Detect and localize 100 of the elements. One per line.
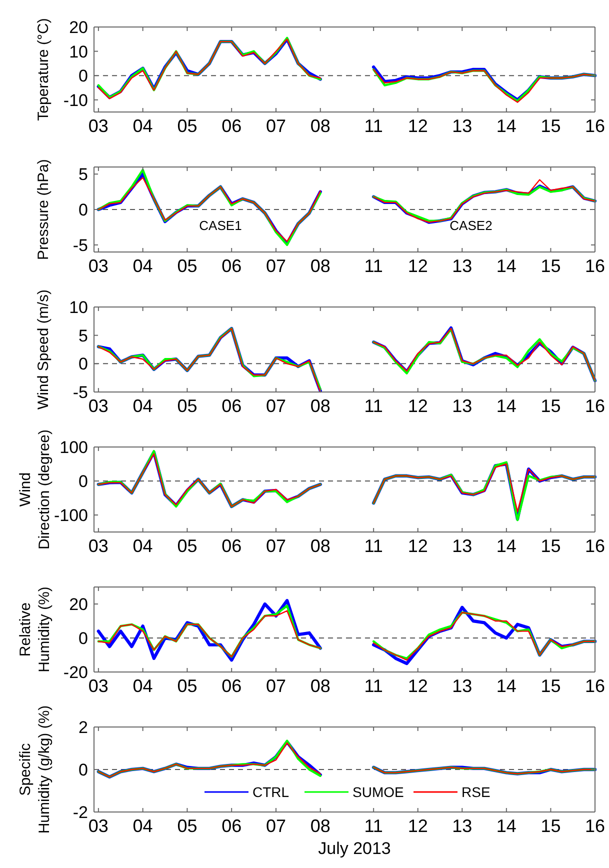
- x-tick-label: 14: [496, 116, 516, 136]
- y-tick-label: -10: [63, 90, 88, 110]
- x-tick-label: 12: [408, 816, 428, 836]
- x-tick-label: 15: [540, 396, 561, 416]
- annotation: CASE1: [199, 218, 242, 233]
- x-tick-label: 06: [222, 536, 242, 556]
- x-tick-label: 15: [540, 116, 561, 136]
- y-tick-label: 20: [69, 595, 88, 614]
- y-tick-label: -5: [72, 236, 88, 255]
- x-tick-label: 16: [584, 256, 606, 276]
- x-tick-label: 16: [584, 536, 606, 556]
- x-tick-label: 08: [310, 116, 330, 136]
- y-tick-label: -20: [63, 663, 88, 682]
- x-tick-label: 07: [266, 536, 286, 556]
- x-tick-label: 12: [408, 256, 428, 276]
- x-tick-label: 16: [584, 816, 606, 836]
- x-tick-label: 08: [310, 256, 330, 276]
- y-tick-label: 20: [69, 18, 88, 37]
- x-tick-label: 03: [88, 396, 108, 416]
- x-tick-label: 13: [452, 116, 472, 136]
- y-tick-label: -100: [54, 506, 88, 525]
- y-axis-title: Relative Humidity (%): [17, 586, 53, 672]
- x-tick-label: 12: [408, 676, 428, 696]
- x-tick-label: 06: [222, 116, 242, 136]
- x-tick-label: 15: [540, 536, 561, 556]
- x-tick-label: 14: [496, 816, 516, 836]
- x-tick-label: 11: [364, 536, 383, 556]
- x-tick-label: 12: [408, 536, 428, 556]
- y-tick-label: 0: [78, 200, 88, 220]
- x-tick-label: 05: [177, 676, 198, 696]
- x-tick-label: 03: [88, 256, 108, 276]
- y-tick-label: 0: [78, 760, 88, 780]
- x-tick-label: 06: [222, 816, 242, 836]
- x-tick-label: 06: [222, 396, 242, 416]
- legend-label: SUMOE: [352, 784, 404, 800]
- x-tick-label: 06: [222, 256, 242, 276]
- x-tick-label: 13: [452, 816, 472, 836]
- y-axis-title: Pressure (hPa): [35, 159, 52, 260]
- x-tick-label: 11: [364, 816, 383, 836]
- legend-label: RSE: [462, 784, 490, 800]
- x-tick-label: 14: [496, 676, 516, 696]
- x-tick-label: 05: [177, 816, 198, 836]
- x-tick-label: 05: [177, 116, 198, 136]
- x-tick-label: 07: [266, 816, 286, 836]
- x-tick-label: 03: [88, 676, 108, 696]
- x-tick-label: 11: [364, 396, 383, 416]
- legend-label: CTRL: [252, 784, 290, 800]
- x-tick-label: 16: [584, 676, 606, 696]
- x-tick-label: 16: [584, 396, 606, 416]
- x-tick-label: 08: [310, 396, 330, 416]
- x-tick-label: 14: [496, 536, 516, 556]
- y-tick-label: -5: [72, 383, 88, 402]
- x-tick-label: 04: [132, 116, 153, 136]
- x-tick-label: 04: [132, 816, 153, 836]
- y-tick-label: 5: [78, 326, 88, 346]
- x-tick-label: 03: [88, 536, 108, 556]
- x-tick-label: 14: [496, 256, 516, 276]
- x-tick-label: 13: [452, 256, 472, 276]
- x-tick-label: 05: [177, 536, 198, 556]
- x-tick-label: 07: [266, 256, 286, 276]
- y-axis-title: Specific Humidity (g/kg) (%): [17, 705, 53, 834]
- x-tick-label: 15: [540, 256, 561, 276]
- y-tick-label: 0: [78, 354, 88, 374]
- x-tick-label: 11: [364, 676, 383, 696]
- y-tick-label: 10: [69, 298, 88, 317]
- x-tick-label: 06: [222, 676, 242, 696]
- x-tick-label: 12: [408, 396, 428, 416]
- y-tick-label: -2: [72, 803, 88, 822]
- x-tick-label: 11: [364, 256, 383, 276]
- x-tick-label: 08: [310, 536, 330, 556]
- y-axis-title: Wind Speed (m/s): [35, 289, 52, 410]
- x-tick-label: 03: [88, 816, 108, 836]
- x-tick-label: 08: [310, 816, 330, 836]
- y-tick-label: 0: [78, 472, 88, 491]
- x-axis-title: July 2013: [318, 839, 391, 858]
- y-tick-label: 10: [69, 42, 88, 62]
- x-tick-label: 11: [364, 116, 383, 136]
- y-axis-title: Teperature (°C): [35, 18, 52, 121]
- x-tick-label: 07: [266, 116, 286, 136]
- x-tick-label: 04: [132, 676, 153, 696]
- x-tick-label: 13: [452, 396, 472, 416]
- x-tick-label: 03: [88, 116, 108, 136]
- y-tick-label: 0: [78, 629, 88, 648]
- x-tick-label: 07: [266, 676, 286, 696]
- x-tick-label: 14: [496, 396, 516, 416]
- x-tick-label: 12: [408, 116, 428, 136]
- x-tick-label: 15: [540, 676, 561, 696]
- y-axis-title: Wind Direction (degree): [17, 429, 53, 550]
- x-tick-label: 04: [132, 536, 153, 556]
- x-tick-label: 08: [310, 676, 330, 696]
- y-tick-label: 100: [60, 438, 88, 457]
- x-tick-label: 04: [132, 256, 153, 276]
- x-tick-label: 15: [540, 816, 561, 836]
- x-tick-label: 05: [177, 256, 198, 276]
- x-tick-label: 13: [452, 676, 472, 696]
- x-tick-label: 04: [132, 396, 153, 416]
- x-tick-label: 05: [177, 396, 198, 416]
- x-tick-label: 13: [452, 536, 472, 556]
- x-tick-label: 07: [266, 396, 286, 416]
- y-tick-label: 5: [78, 165, 88, 184]
